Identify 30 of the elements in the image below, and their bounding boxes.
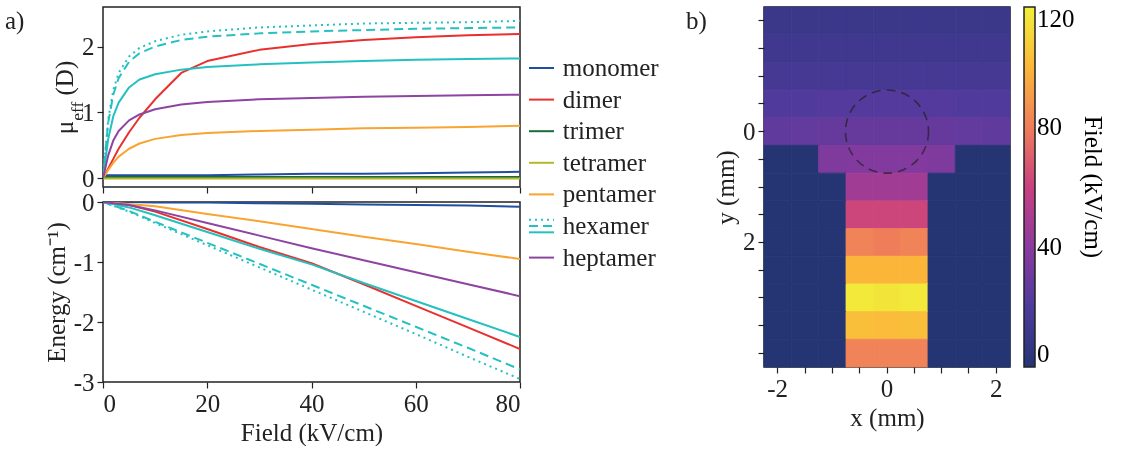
y-tick-label: -2 [73,308,95,336]
legend-label: hexamer [562,212,650,239]
color-bar-label: 40 [1037,233,1062,260]
y-axis-title: Energy (cm⁻¹) [42,222,71,363]
y-tick-label: -3 [73,368,95,396]
x-tick-label: 2 [990,374,1003,402]
x-axis-title: Field (kV/cm) [240,418,384,447]
legend-label: trimer [562,117,625,145]
x-tick-label: 60 [403,389,429,417]
legend-label: pentamer [562,180,657,208]
legend-label: tetramer [562,148,647,176]
legend-label: dimer [562,85,622,113]
x-tick-label: 0 [103,389,116,417]
x-tick-label: 20 [195,389,221,417]
legend-label: monomer [562,54,660,81]
y-tick-label: -1 [73,248,95,276]
legend-label: heptamer [562,243,657,271]
x-axis-title: x (mm) [850,403,925,432]
y-tick-label: 2 [82,33,95,61]
y-axis-title: y (mm) [712,150,740,225]
color-bar-label: 120 [1037,5,1075,32]
x-tick-label: -2 [767,374,789,402]
x-tick-label: 0 [880,374,894,402]
chart-title: b) [686,7,707,35]
color-bar-title: Field (kV/cm) [1079,115,1107,259]
color-bar-label: 80 [1037,113,1062,140]
x-tick-label: 80 [495,389,521,417]
chart-title: a) [5,7,25,35]
color-bar-label: 0 [1037,340,1050,367]
x-tick-label: 40 [299,389,325,417]
